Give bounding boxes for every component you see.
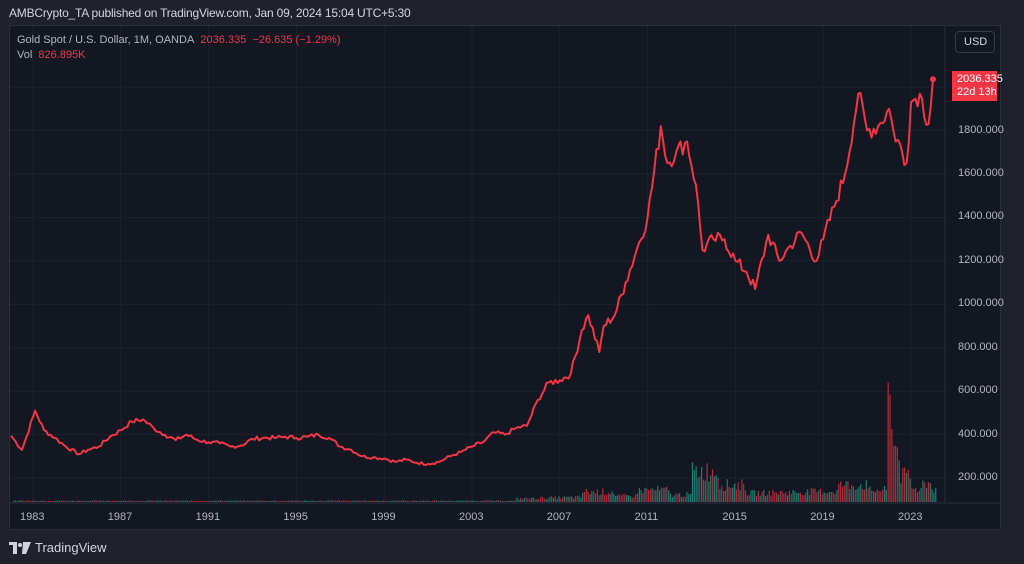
chart-legend: Gold Spot / U.S. Dollar, 1M, OANDA 2036.… (17, 33, 341, 63)
price-line (10, 79, 934, 466)
price-tick-label: 1600.000 (958, 166, 1004, 179)
tradingview-footer[interactable]: TradingView (9, 540, 107, 555)
last-price: 2036.335 (200, 34, 247, 46)
price-tick-label: 200.000 (958, 471, 998, 484)
time-tick-label: 2007 (546, 511, 572, 523)
time-tick-label: 1999 (371, 511, 396, 523)
time-tick-label: 2003 (459, 511, 484, 523)
vol-value: 826.895K (38, 49, 86, 61)
grid-lines (10, 26, 945, 503)
time-tick-label: 1991 (195, 511, 221, 523)
time-tick-label: 2023 (898, 511, 923, 523)
price-tick-label: 1000.000 (958, 297, 1004, 310)
time-tick-label: 2011 (634, 511, 659, 523)
vol-label: Vol (17, 49, 33, 61)
price-tag-countdown: 22d 13h (957, 86, 997, 98)
symbol-row: Gold Spot / U.S. Dollar, 1M, OANDA 2036.… (17, 33, 341, 48)
brand-label: TradingView (35, 540, 107, 555)
time-tick-label: 1995 (283, 511, 308, 523)
price-change: −26.635 (−1.29%) (252, 34, 341, 46)
price-tick-label: 600.000 (958, 384, 998, 397)
price-tick-label: 1400.000 (958, 210, 1004, 223)
price-tag-value: 2036.335 (957, 73, 1003, 85)
price-tick-label: 400.000 (958, 427, 998, 440)
time-tick-label: 2019 (810, 511, 835, 523)
tradingview-logo-icon (9, 541, 31, 554)
last-price-tag: 2036.335 22d 13h (952, 71, 1003, 101)
time-tick-label: 2015 (722, 511, 747, 523)
volume-row: Vol 826.895K (17, 48, 341, 63)
currency-button[interactable]: USD (955, 31, 995, 53)
chart-pane[interactable] (9, 25, 1001, 530)
time-tick-label: 1983 (20, 511, 45, 523)
price-tick-label: 1800.000 (958, 123, 1004, 136)
publisher-line: AMBCrypto_TA published on TradingView.co… (9, 6, 411, 20)
price-tick-label: 800.000 (958, 340, 998, 353)
time-tick-label: 1987 (107, 511, 133, 523)
last-price-dot (929, 76, 936, 83)
symbol-title: Gold Spot / U.S. Dollar, 1M, OANDA (17, 34, 195, 46)
volume-histogram (13, 382, 937, 502)
price-tick-label: 1200.000 (958, 253, 1004, 266)
